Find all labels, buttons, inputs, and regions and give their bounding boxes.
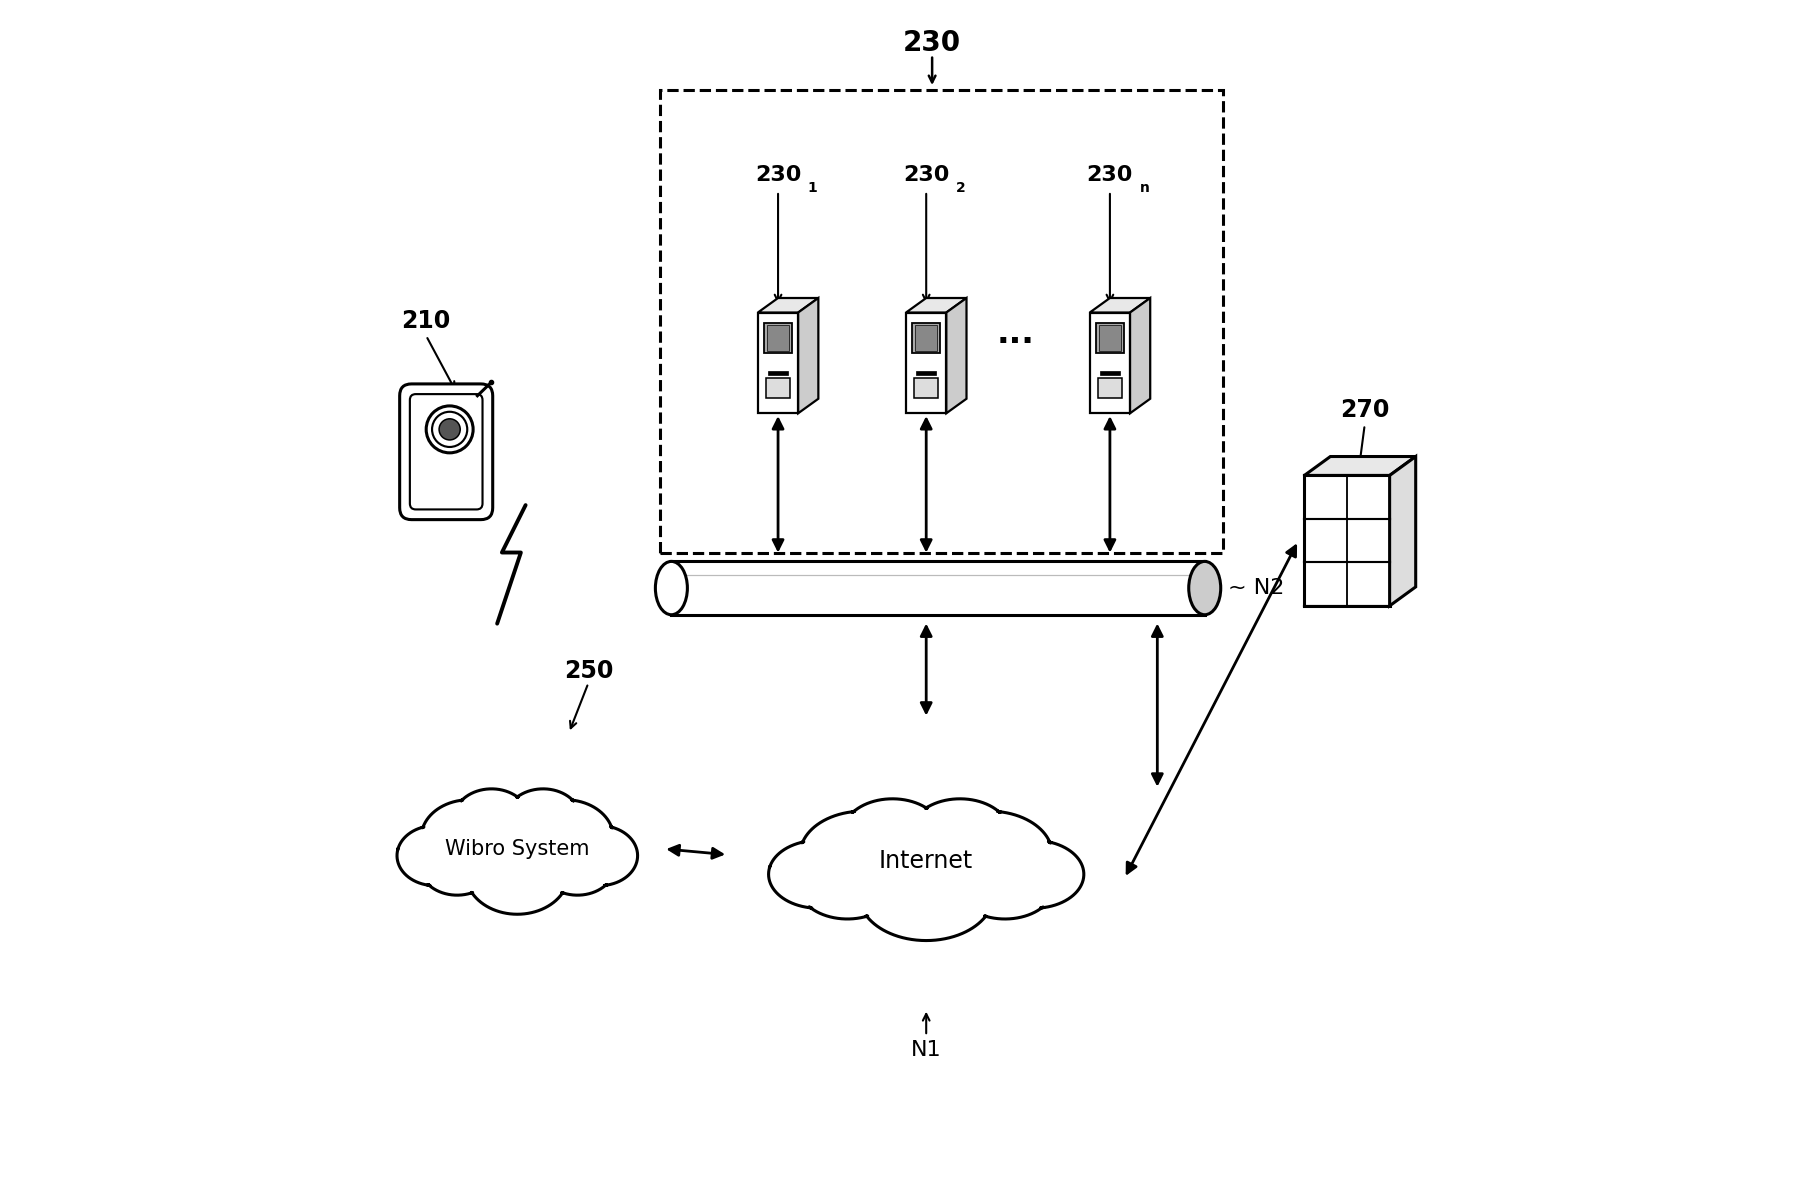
Polygon shape — [1090, 312, 1130, 413]
Circle shape — [439, 419, 460, 440]
Polygon shape — [765, 378, 791, 398]
Circle shape — [431, 412, 467, 447]
Polygon shape — [1130, 298, 1150, 413]
Polygon shape — [397, 789, 637, 915]
Text: 2: 2 — [957, 181, 966, 195]
Polygon shape — [1305, 456, 1415, 475]
Polygon shape — [798, 298, 818, 413]
Text: 270: 270 — [1339, 398, 1390, 422]
Text: ...: ... — [996, 317, 1034, 349]
Polygon shape — [906, 298, 966, 312]
Polygon shape — [1097, 378, 1123, 398]
Text: n: n — [1139, 181, 1150, 195]
Ellipse shape — [655, 562, 688, 614]
Polygon shape — [1305, 475, 1390, 606]
Polygon shape — [1099, 372, 1119, 375]
Text: 230: 230 — [1087, 165, 1134, 185]
Polygon shape — [906, 312, 946, 413]
Polygon shape — [758, 298, 818, 312]
Text: N1: N1 — [912, 1041, 942, 1061]
Text: 210: 210 — [401, 309, 451, 334]
Polygon shape — [1390, 456, 1415, 606]
Text: Internet: Internet — [879, 848, 973, 873]
Ellipse shape — [1189, 562, 1220, 614]
Text: 250: 250 — [563, 659, 614, 683]
Text: 230: 230 — [902, 29, 962, 57]
Polygon shape — [764, 323, 792, 353]
Polygon shape — [917, 372, 937, 375]
Polygon shape — [758, 312, 798, 413]
FancyBboxPatch shape — [410, 394, 482, 510]
Circle shape — [426, 406, 473, 453]
Text: ~ N2: ~ N2 — [1229, 579, 1285, 598]
Text: 230: 230 — [902, 165, 949, 185]
Text: Wibro System: Wibro System — [446, 839, 590, 859]
Polygon shape — [912, 323, 940, 353]
Polygon shape — [946, 298, 966, 413]
Text: 230: 230 — [754, 165, 801, 185]
Polygon shape — [767, 324, 789, 350]
Polygon shape — [1099, 324, 1121, 350]
FancyBboxPatch shape — [399, 384, 493, 519]
Polygon shape — [1096, 323, 1125, 353]
Polygon shape — [915, 324, 937, 350]
Polygon shape — [769, 798, 1083, 941]
Polygon shape — [659, 90, 1222, 552]
Polygon shape — [913, 378, 939, 398]
Polygon shape — [767, 372, 789, 375]
Text: 1: 1 — [807, 181, 818, 195]
Polygon shape — [671, 562, 1204, 614]
Polygon shape — [1090, 298, 1150, 312]
